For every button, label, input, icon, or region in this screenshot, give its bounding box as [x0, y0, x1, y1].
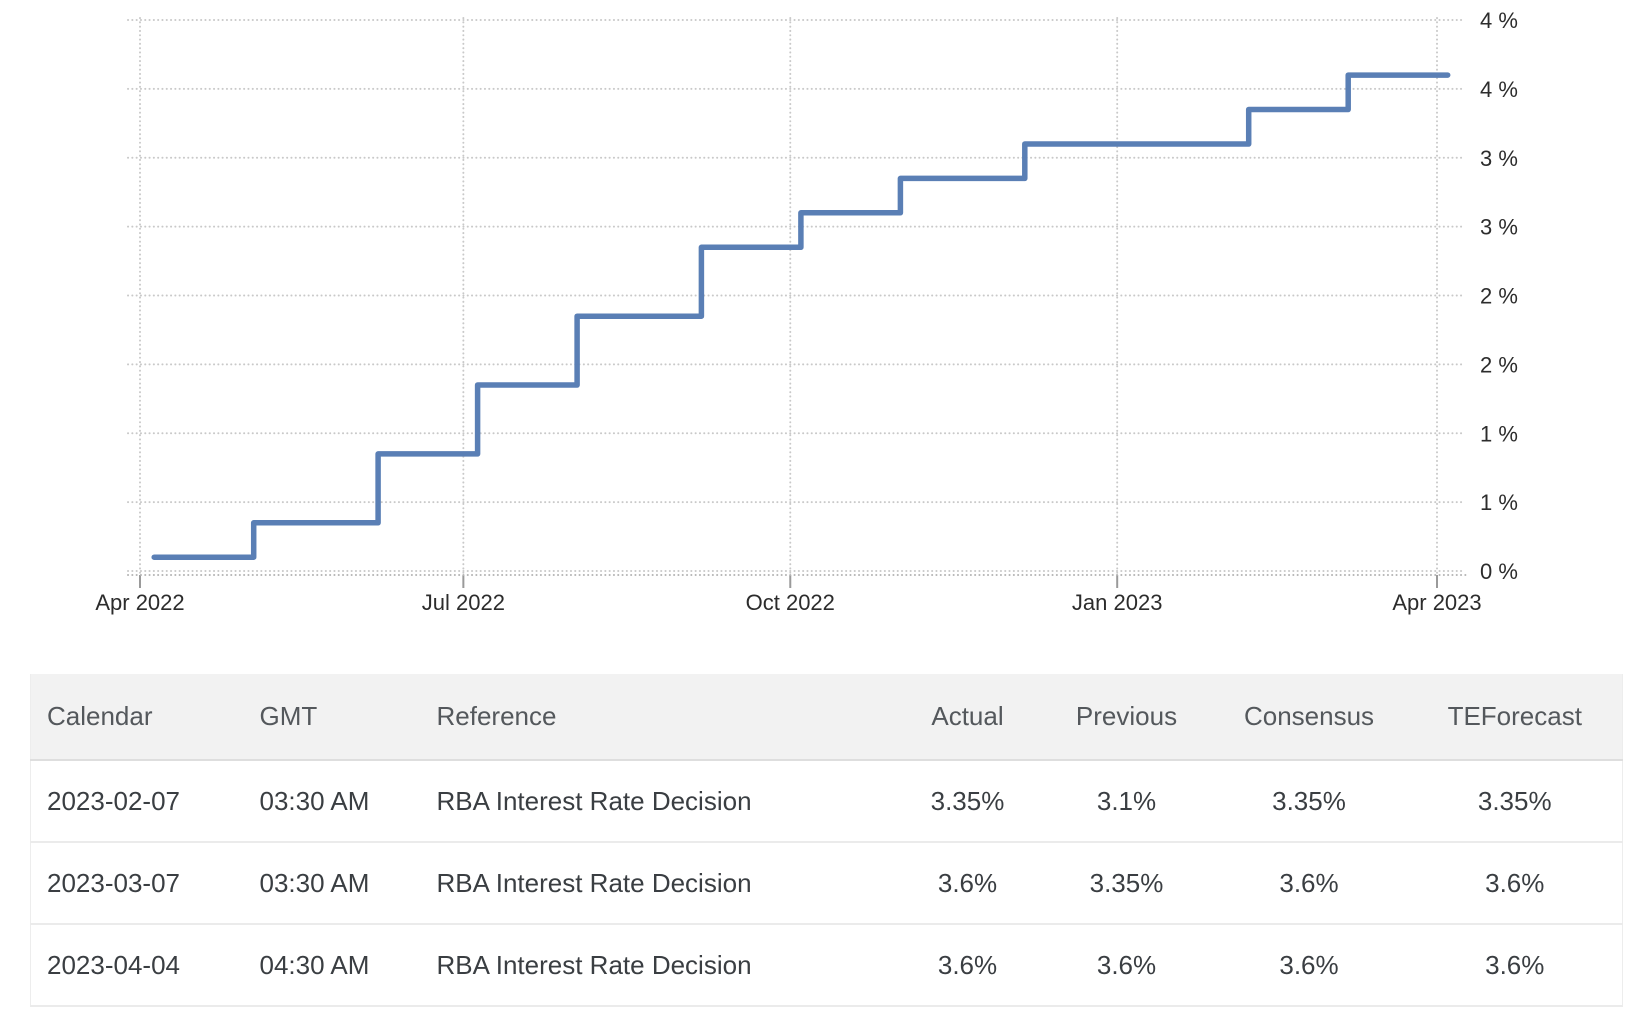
table-row[interactable]: 2023-04-04 04:30 AM RBA Interest Rate Deci… [30, 924, 1623, 1007]
rate-chart[interactable]: 4 % 4 % 3 % 3 % 2 % 2 % 1 % 1 % 0 % Apr 2022 Jul 2… [0, 0, 1652, 632]
y-axis-label: 1 % [1480, 421, 1518, 446]
cell-gmt: 03:30 AM [243, 760, 421, 843]
cell-gmt: 04:30 AM [243, 924, 421, 1007]
y-axis-label: 1 % [1480, 490, 1518, 515]
cell-previous: 3.6% [1042, 924, 1211, 1007]
y-axis-label: 0 % [1480, 559, 1518, 584]
table-row[interactable]: 2023-02-07 03:30 AM RBA Interest Rate Deci… [30, 760, 1623, 843]
cell-reference: RBA Interest Rate Decision [420, 924, 893, 1007]
cell-reference: RBA Interest Rate Decision [420, 760, 893, 843]
cell-actual: 3.6% [892, 842, 1043, 925]
cell-teforecast: 3.6% [1407, 924, 1623, 1007]
table-header-row: Calendar GMT Reference Actual Previous Consen… [30, 674, 1623, 761]
rate-step-line [151, 72, 1451, 560]
table-row[interactable]: 2023-03-07 03:30 AM RBA Interest Rate Deci… [30, 842, 1623, 925]
y-axis-label: 4 % [1480, 8, 1518, 33]
cell-actual: 3.6% [892, 924, 1043, 1007]
column-header-teforecast: TEForecast [1407, 674, 1623, 761]
cell-consensus: 3.6% [1210, 842, 1408, 925]
cell-previous: 3.35% [1042, 842, 1211, 925]
column-header-actual: Actual [892, 674, 1043, 761]
column-header-calendar: Calendar [30, 674, 244, 761]
y-axis-label: 2 % [1480, 284, 1518, 309]
column-header-gmt: GMT [243, 674, 421, 761]
x-axis-label: Jan 2023 [1072, 590, 1163, 615]
cell-teforecast: 3.6% [1407, 842, 1623, 925]
cell-calendar: 2023-03-07 [30, 842, 244, 925]
x-axis-label: Jul 2022 [422, 590, 505, 615]
cell-consensus: 3.6% [1210, 924, 1408, 1007]
column-header-consensus: Consensus [1210, 674, 1408, 761]
column-header-previous: Previous [1042, 674, 1211, 761]
cell-consensus: 3.35% [1210, 760, 1408, 843]
y-axis-label: 3 % [1480, 146, 1518, 171]
cell-calendar: 2023-04-04 [30, 924, 244, 1007]
cell-gmt: 03:30 AM [243, 842, 421, 925]
x-axis-label: Apr 2022 [95, 590, 184, 615]
cell-actual: 3.35% [892, 760, 1043, 843]
x-axis-label: Oct 2022 [746, 590, 835, 615]
calendar-table: Calendar GMT Reference Actual Previous Consen… [30, 674, 1623, 1007]
x-axis-label: Apr 2023 [1392, 590, 1481, 615]
cell-teforecast: 3.35% [1407, 760, 1623, 843]
y-axis-label: 3 % [1480, 215, 1518, 240]
column-header-reference: Reference [420, 674, 893, 761]
cell-reference: RBA Interest Rate Decision [420, 842, 893, 925]
y-axis-label: 4 % [1480, 77, 1518, 102]
cell-previous: 3.1% [1042, 760, 1211, 843]
y-axis-label: 2 % [1480, 352, 1518, 377]
cell-calendar: 2023-02-07 [30, 760, 244, 843]
